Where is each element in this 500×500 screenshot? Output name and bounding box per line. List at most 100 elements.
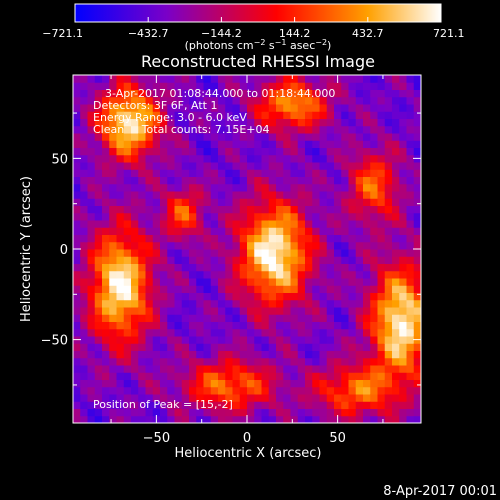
- heatmap-cell: [247, 408, 255, 417]
- heatmap-cell: [123, 336, 132, 344]
- heatmap-cell: [326, 285, 335, 293]
- heatmap-cell: [254, 415, 262, 424]
- heatmap-cell: [80, 401, 88, 409]
- heatmap-cell: [268, 147, 277, 156]
- heatmap-cell: [312, 82, 320, 90]
- heatmap-cell: [145, 205, 154, 214]
- heatmap-cell: [138, 104, 146, 112]
- heatmap-cell: [73, 191, 81, 199]
- heatmap-cell: [348, 241, 357, 250]
- heatmap-cell: [232, 234, 241, 243]
- heatmap-cell: [94, 154, 103, 163]
- heatmap-cell: [261, 365, 270, 373]
- heatmap-cell: [363, 394, 371, 402]
- heatmap-cell: [305, 408, 313, 417]
- heatmap-cell: [305, 314, 313, 322]
- heatmap-cell: [123, 183, 132, 192]
- heatmap-cell: [399, 249, 407, 257]
- heatmap-cell: [102, 270, 110, 279]
- heatmap-cell: [247, 336, 255, 344]
- heatmap-cell: [189, 111, 197, 119]
- heatmap-cell: [377, 118, 386, 127]
- heatmap-cell: [102, 314, 110, 322]
- heatmap-cell: [87, 379, 96, 388]
- heatmap-cell: [348, 104, 357, 112]
- heatmap-cell: [312, 394, 320, 402]
- heatmap-cell: [109, 307, 117, 315]
- heatmap-cell: [152, 133, 161, 141]
- heatmap-cell: [399, 372, 407, 380]
- heatmap-cell: [210, 292, 219, 301]
- heatmap-cell: [276, 234, 284, 243]
- heatmap-cell: [334, 118, 342, 127]
- heatmap-cell: [174, 408, 183, 417]
- heatmap-cell: [87, 328, 96, 337]
- heatmap-cell: [384, 176, 393, 185]
- heatmap-cell: [167, 104, 175, 112]
- heatmap-cell: [254, 118, 262, 127]
- heatmap-cell: [145, 372, 154, 380]
- heatmap-cell: [203, 96, 212, 105]
- heatmap-cell: [210, 198, 219, 206]
- heatmap-cell: [160, 314, 168, 322]
- heatmap-cell: [239, 111, 248, 119]
- heatmap-cell: [297, 220, 306, 228]
- heatmap-cell: [319, 234, 328, 243]
- heatmap-cell: [181, 379, 190, 388]
- heatmap-cell: [225, 386, 233, 395]
- heatmap-cell: [116, 205, 125, 214]
- heatmap-cell: [160, 401, 168, 409]
- heatmap-cell: [116, 198, 125, 206]
- heatmap-cell: [377, 205, 386, 214]
- heatmap-cell: [160, 415, 168, 424]
- heatmap-cell: [312, 96, 320, 105]
- heatmap-cell: [160, 227, 168, 235]
- heatmap-cell: [334, 227, 342, 235]
- heatmap-cell: [377, 314, 386, 322]
- heatmap-cell: [283, 357, 291, 366]
- heatmap-cell: [319, 125, 328, 134]
- heatmap-cell: [138, 357, 146, 366]
- heatmap-cell: [131, 198, 139, 206]
- heatmap-cell: [319, 89, 328, 98]
- heatmap-cell: [413, 314, 422, 322]
- heatmap-cell: [283, 249, 291, 257]
- heatmap-cell: [392, 365, 400, 373]
- heatmap-cell: [174, 104, 183, 112]
- heatmap-cell: [290, 328, 299, 337]
- heatmap-cell: [116, 307, 125, 315]
- heatmap-cell: [181, 234, 190, 243]
- heatmap-cell: [196, 415, 204, 424]
- heatmap-cell: [247, 249, 255, 257]
- heatmap-cell: [276, 365, 284, 373]
- heatmap-cell: [261, 162, 270, 170]
- heatmap-cell: [413, 350, 422, 359]
- heatmap-cell: [247, 307, 255, 315]
- heatmap-cell: [377, 227, 386, 235]
- heatmap-cell: [392, 321, 400, 330]
- heatmap-cell: [355, 154, 364, 163]
- heatmap-cell: [406, 278, 415, 286]
- heatmap-cell: [160, 125, 168, 134]
- heatmap-cell: [80, 154, 88, 163]
- heatmap-cell: [80, 394, 88, 402]
- heatmap-cell: [218, 133, 226, 141]
- heatmap-cell: [239, 307, 248, 315]
- heatmap-cell: [203, 191, 212, 199]
- heatmap-cell: [326, 147, 335, 156]
- heatmap-cell: [290, 133, 299, 141]
- heatmap-cell: [326, 394, 335, 402]
- heatmap-cell: [210, 162, 219, 170]
- heatmap-cell: [377, 408, 386, 417]
- heatmap-cell: [348, 386, 357, 395]
- heatmap-cell: [348, 357, 357, 366]
- heatmap-cell: [239, 227, 248, 235]
- heatmap-cell: [160, 343, 168, 351]
- heatmap-cell: [87, 75, 96, 83]
- heatmap-cell: [218, 299, 226, 308]
- heatmap-cell: [341, 379, 349, 388]
- heatmap-cell: [370, 118, 378, 127]
- heatmap-cell: [348, 401, 357, 409]
- heatmap-cell: [131, 183, 139, 192]
- heatmap-cell: [363, 415, 371, 424]
